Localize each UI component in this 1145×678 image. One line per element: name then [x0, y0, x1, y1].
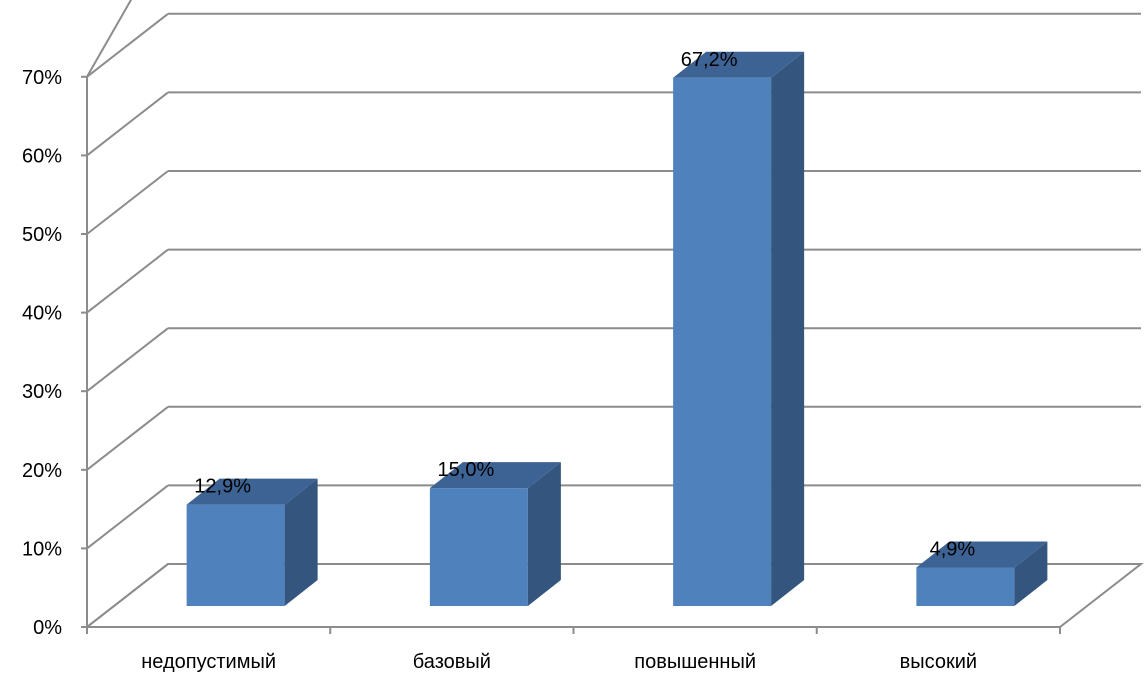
bar-front [916, 567, 1014, 606]
gridline-side-0 [87, 564, 168, 627]
data-label: 15,0% [438, 459, 495, 481]
bar-1 [187, 479, 318, 606]
data-label: 12,9% [194, 476, 251, 498]
x-category-label: повышенный [634, 651, 756, 673]
bar-front [187, 505, 285, 606]
gridline-side-30 [87, 328, 168, 391]
y-tick-label: 20% [22, 460, 62, 482]
y-tick-label: 30% [22, 381, 62, 403]
x-category-label: высокий [900, 651, 977, 673]
x-category-label: базовый [413, 651, 491, 673]
y-tick-label: 0% [33, 617, 62, 639]
data-label: 4,9% [930, 538, 976, 560]
data-label: 67,2% [681, 49, 738, 71]
gridline-side-50 [87, 171, 168, 234]
gridline-side-70 [87, 14, 168, 77]
gridline-side-40 [87, 250, 168, 313]
bar-2 [430, 462, 561, 606]
y-tick-label: 40% [22, 303, 62, 325]
gridline-side-60 [87, 92, 168, 155]
gridline-side-10 [87, 485, 168, 548]
x-category-label: недопустимый [141, 651, 276, 673]
bar-side [771, 52, 804, 606]
gridline-side-top [87, 0, 168, 77]
y-axis: 0% 10% 20% 30% 40% 50% 60% 70% [22, 67, 87, 639]
bar-front [430, 488, 528, 606]
y-tick-label: 70% [22, 67, 62, 89]
gridline-side-20 [87, 407, 168, 470]
y-tick-label: 10% [22, 538, 62, 560]
y-tick-label: 60% [22, 145, 62, 167]
x-axis: недопустимый базовый повышенный высокий [87, 627, 1060, 673]
bar-front [673, 78, 771, 606]
y-tick-label: 50% [22, 224, 62, 246]
bar-3 [673, 52, 804, 606]
